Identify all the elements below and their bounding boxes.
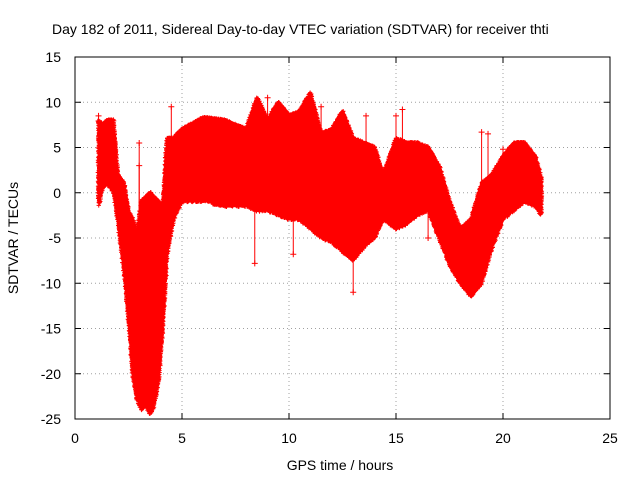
chart: Day 182 of 2011, Sidereal Day-to-day VTE…	[0, 0, 640, 480]
data-points	[96, 91, 545, 416]
chart-title: Day 182 of 2011, Sidereal Day-to-day VTE…	[52, 21, 549, 37]
